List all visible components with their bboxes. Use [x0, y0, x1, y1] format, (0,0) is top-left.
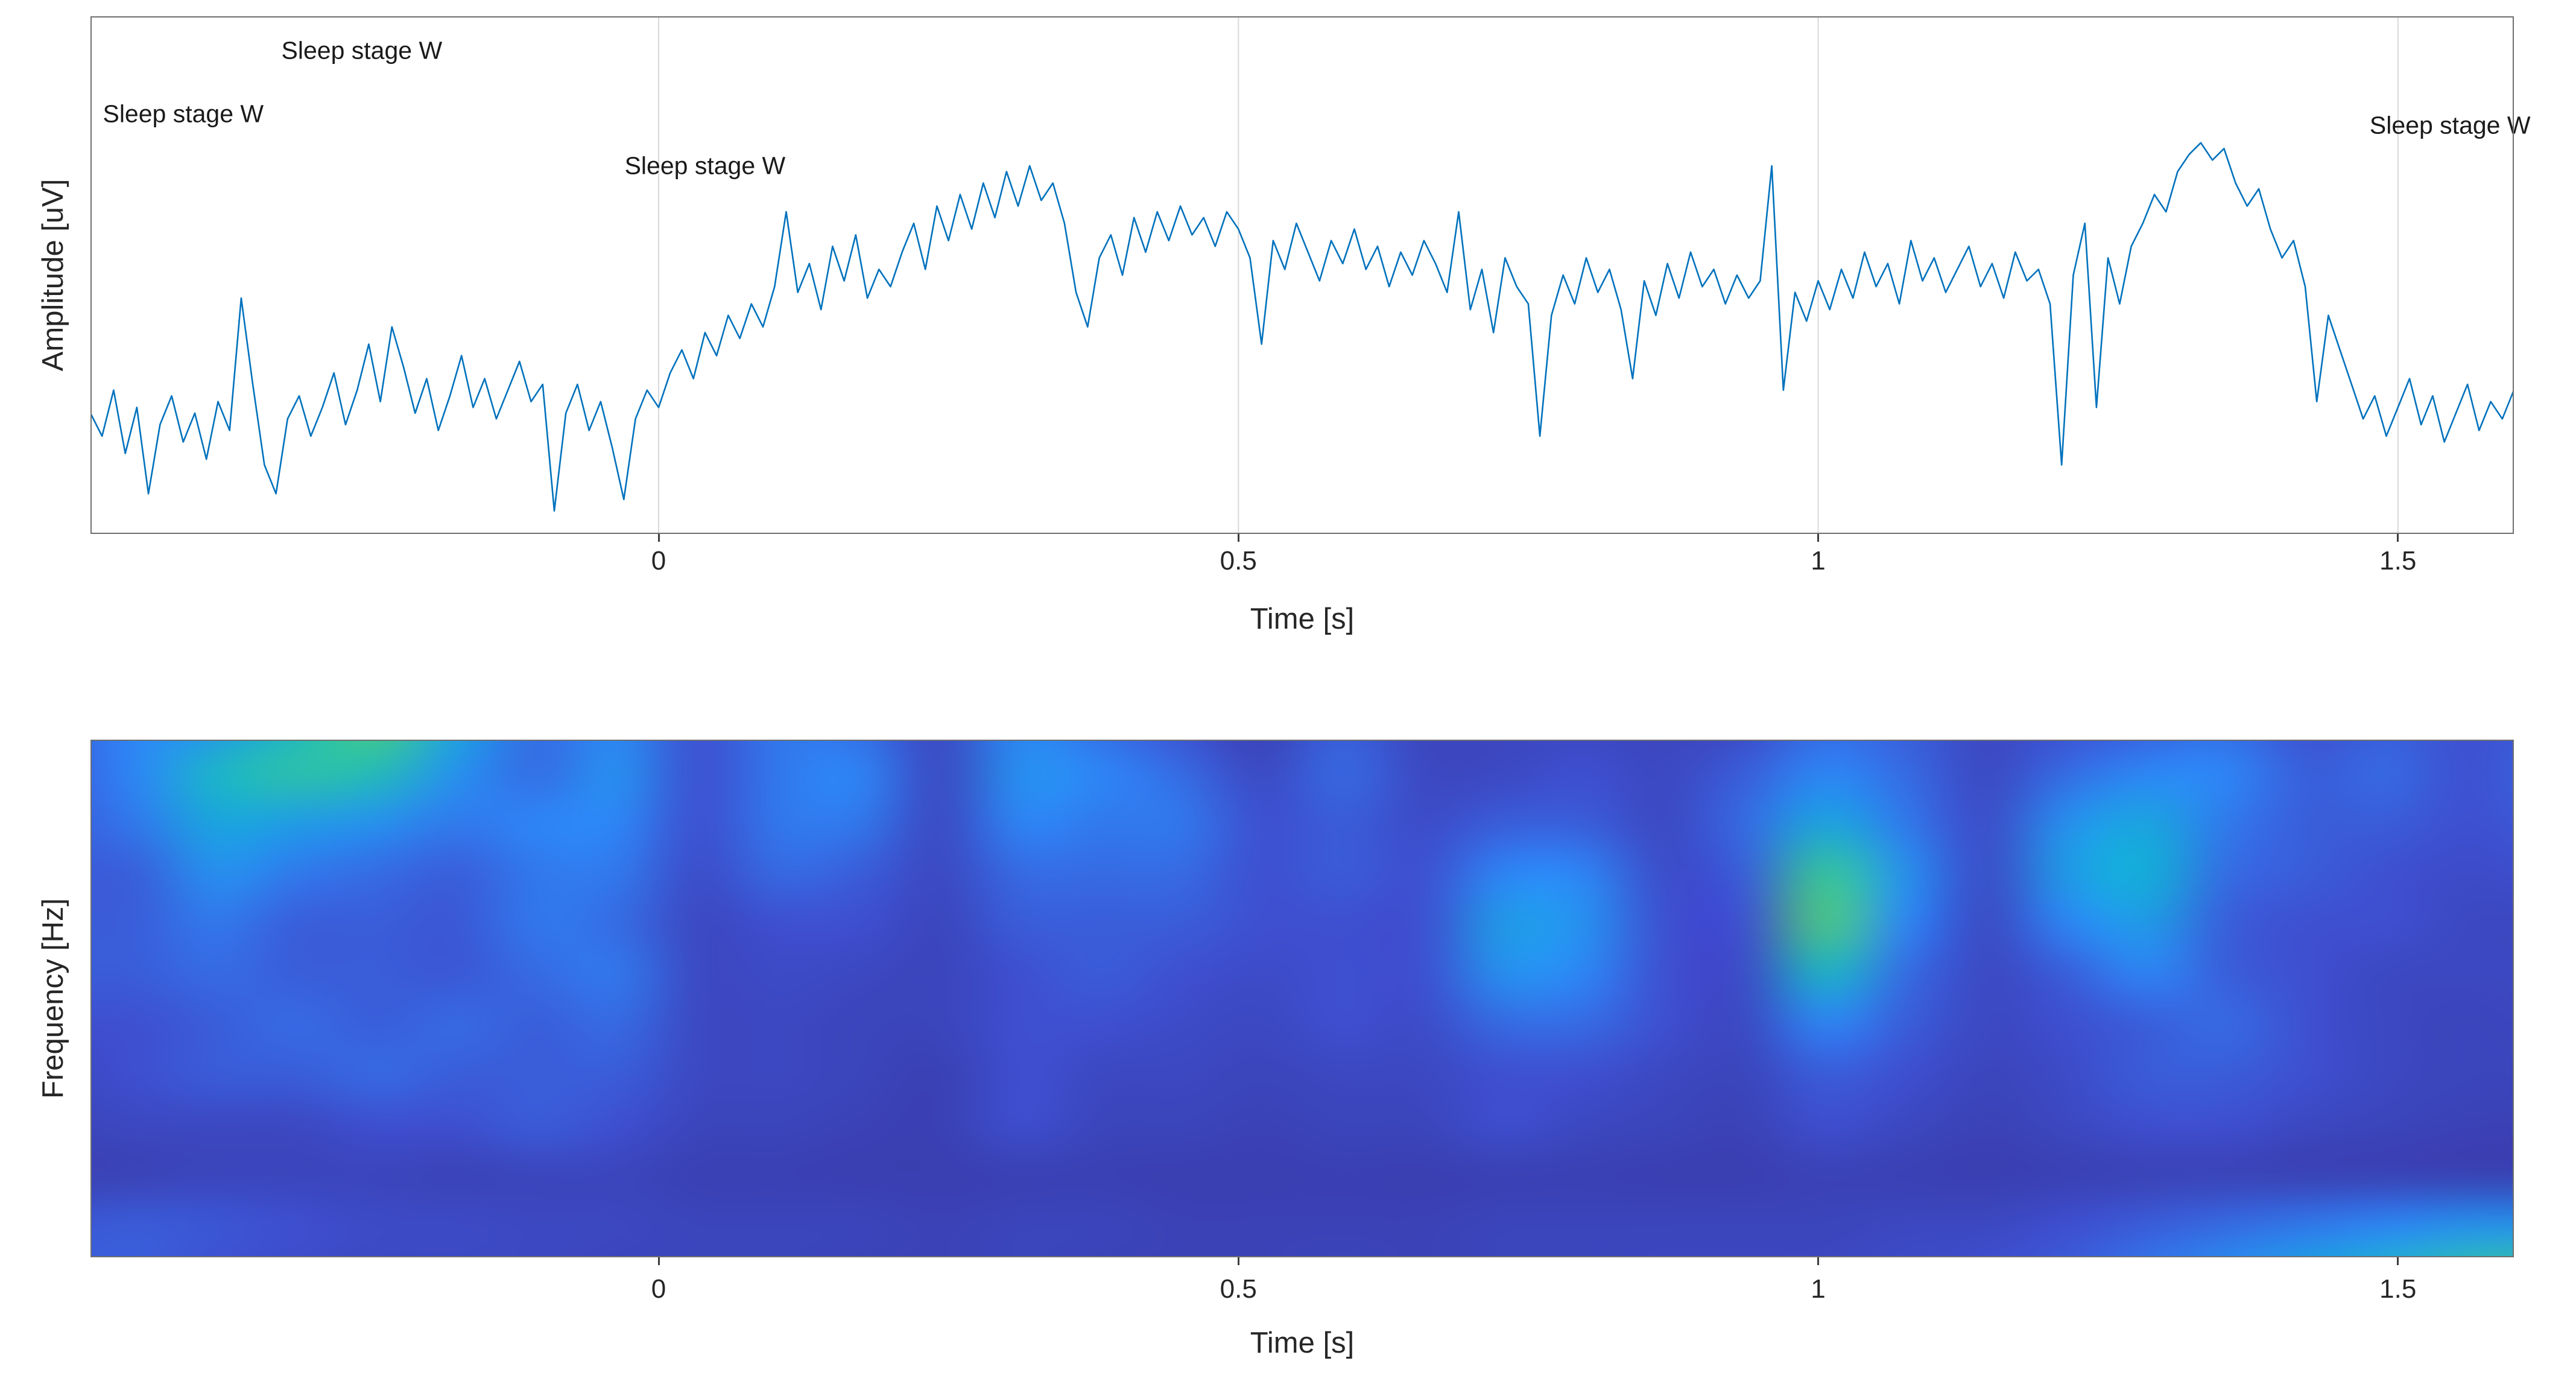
spectrogram-x-axis-label: Time [s]: [1250, 1327, 1355, 1359]
amplitude-plot-svg: [90, 16, 2514, 534]
x-tick-label: 1: [1811, 1274, 1826, 1304]
x-tick-mark: [1817, 534, 1819, 542]
spectrogram-plot-area: [90, 740, 2514, 1257]
annotation-layer: Sleep stage W Sleep stage W Sleep stage W S…: [90, 16, 2530, 534]
annotation-sleep-stage: Sleep stage W: [103, 100, 264, 128]
spectrogram-heatmap: [90, 740, 2514, 1257]
annotation-sleep-stage: Sleep stage W: [281, 36, 443, 65]
amplitude-plot-area: Sleep stage W Sleep stage W Sleep stage W S…: [90, 16, 2531, 534]
eeg-signal-line: [90, 142, 2514, 512]
amplitude-y-axis-label: Amplitude [uV]: [37, 179, 69, 372]
x-tick-label: 0: [651, 546, 666, 576]
frequency-y-axis-label: Frequency [Hz]: [37, 898, 69, 1099]
x-tick-mark: [657, 1257, 660, 1265]
x-tick-label: 0.5: [1220, 1274, 1257, 1304]
annotation-sleep-stage: Sleep stage W: [2369, 111, 2531, 139]
x-tick-mark: [657, 534, 660, 542]
x-tick-mark: [2397, 1257, 2399, 1265]
x-tick-mark: [1237, 1257, 1239, 1265]
x-tick-label: 1.5: [2379, 1274, 2417, 1304]
x-tick-mark: [1817, 1257, 1819, 1265]
x-tick-label: 0.5: [1220, 546, 1257, 576]
x-tick-mark: [1237, 534, 1239, 542]
annotation-sleep-stage: Sleep stage W: [624, 151, 786, 180]
x-tick-mark: [2397, 534, 2399, 542]
x-tick-label: 1: [1811, 546, 1826, 576]
x-tick-label: 0: [651, 1274, 666, 1304]
amplitude-x-axis-label: Time [s]: [1250, 603, 1355, 635]
x-tick-label: 1.5: [2379, 546, 2417, 576]
